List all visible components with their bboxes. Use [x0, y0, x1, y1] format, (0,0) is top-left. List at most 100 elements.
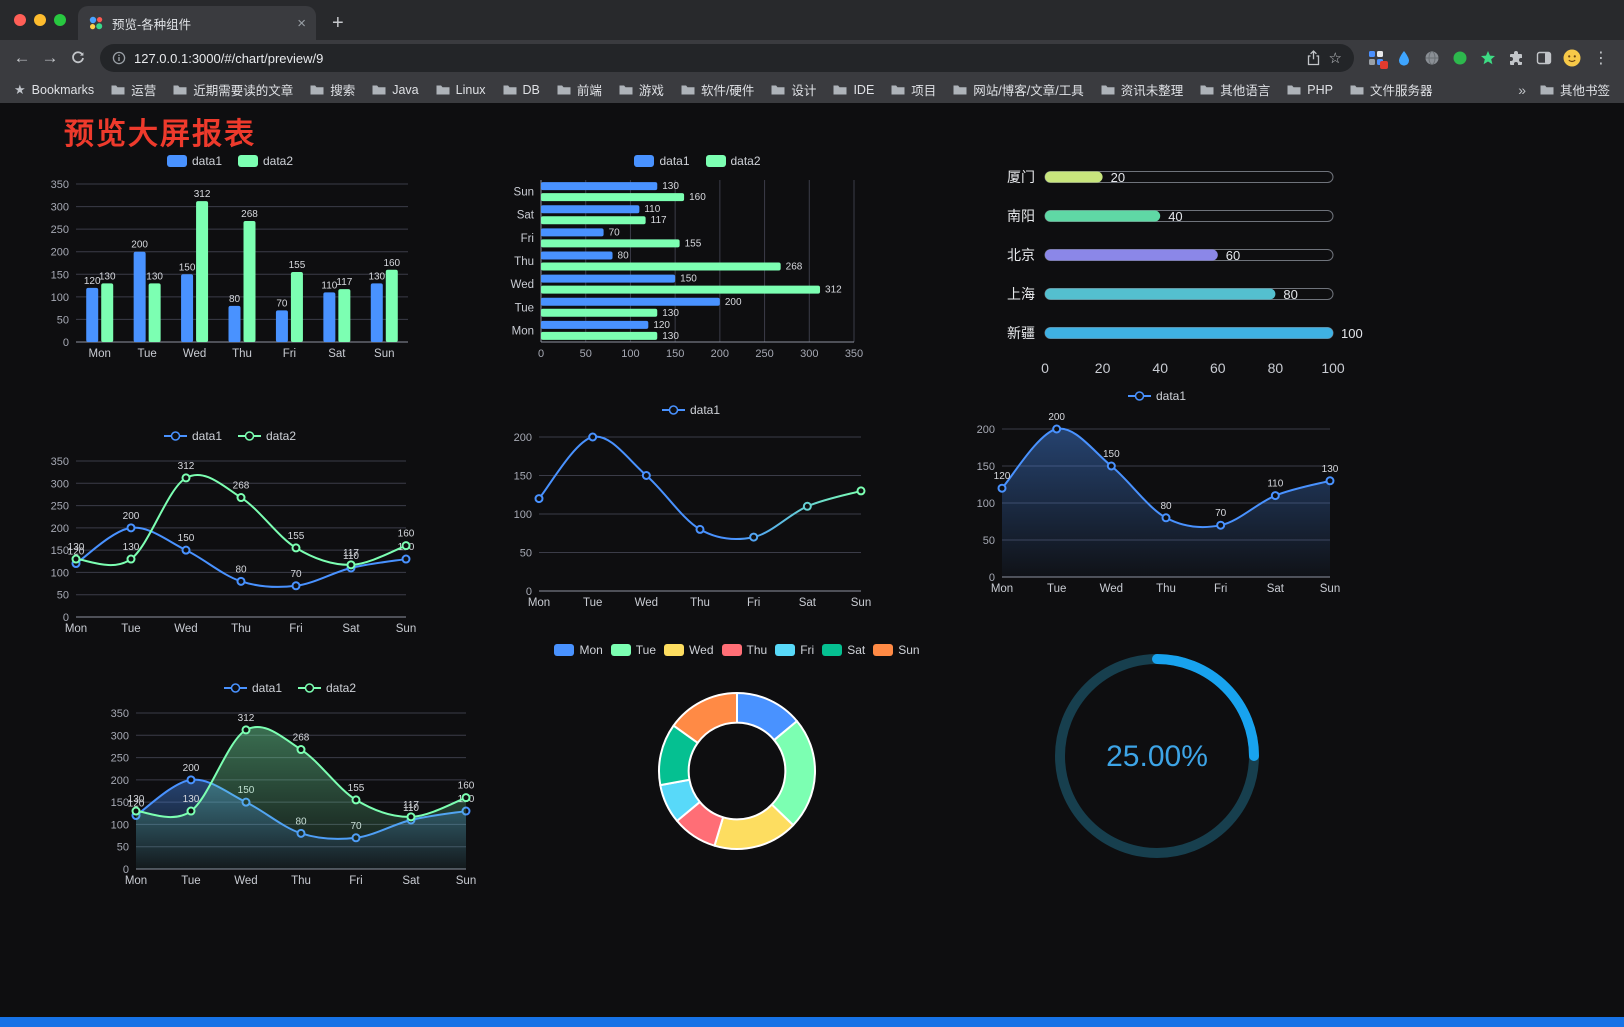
bookmark-folder[interactable]: IDE — [833, 83, 874, 97]
legend-item-data1[interactable]: data1 — [163, 429, 222, 443]
bookmark-label: 运营 — [131, 84, 157, 98]
svg-text:80: 80 — [235, 564, 247, 575]
gauge-chart: 25.00% — [1048, 647, 1266, 865]
extension-green-star-icon[interactable] — [1478, 48, 1498, 68]
fullscreen-window-button[interactable] — [54, 14, 66, 26]
svg-text:300: 300 — [51, 202, 69, 214]
svg-text:350: 350 — [51, 456, 69, 468]
bookmark-folder[interactable]: 文件服务器 — [1350, 80, 1432, 99]
chart-legend: Mon Tue Wed Thu Fri Sat Sun — [554, 639, 920, 661]
svg-text:150: 150 — [178, 533, 195, 544]
svg-text:南阳: 南阳 — [1007, 208, 1035, 224]
legend-item-data2[interactable]: data2 — [238, 429, 296, 443]
svg-text:Mon: Mon — [991, 583, 1013, 595]
svg-text:200: 200 — [131, 240, 148, 251]
bookmark-folder[interactable]: PHP — [1287, 83, 1333, 97]
new-tab-button[interactable]: + — [332, 12, 344, 34]
legend-item-Sun[interactable]: Sun — [873, 643, 920, 657]
svg-text:40: 40 — [1168, 209, 1182, 224]
bookmarks-overflow-chevron[interactable]: » — [1518, 81, 1526, 98]
bookmark-folder[interactable]: 运营 — [111, 80, 156, 99]
legend-label: data1 — [689, 403, 721, 417]
url-text[interactable]: 127.0.0.1:3000/#/chart/preview/9 — [134, 50, 324, 66]
close-window-button[interactable] — [14, 14, 26, 26]
svg-text:300: 300 — [111, 730, 129, 742]
svg-text:117: 117 — [343, 548, 359, 559]
progress-bars-canvas: 厦门 20 南阳 40 北京 60 上海 80 新疆 100 0 20 40 60 80 100 — [1007, 169, 1363, 376]
legend-item-data1[interactable]: data1 — [661, 403, 721, 417]
bookmark-label: 近期需要读的文章 — [193, 84, 294, 98]
menu-kebab-icon[interactable]: ⋮ — [1593, 50, 1609, 67]
svg-text:200: 200 — [123, 511, 140, 522]
line-chart-two-series: data1 data2 0 50 100 150 200 250 300 350 Mon Tue Wed… — [40, 425, 420, 637]
svg-text:Wed: Wed — [511, 279, 534, 291]
extension-globe-icon[interactable] — [1422, 48, 1442, 68]
bookmark-folder[interactable]: 软件/硬件 — [681, 80, 754, 99]
extensions-puzzle-icon[interactable] — [1506, 48, 1526, 68]
other-bookmarks-item[interactable]: 其他书签 — [1540, 80, 1610, 99]
legend-item-Fri[interactable]: Fri — [775, 643, 814, 657]
svg-text:150: 150 — [680, 274, 697, 285]
back-button[interactable]: ← — [13, 48, 31, 67]
page-title: 预览大屏报表 — [64, 118, 256, 151]
extension-green-circle-icon[interactable] — [1450, 48, 1470, 68]
address-bar[interactable]: 127.0.0.1:3000/#/chart/preview/9 ☆ — [100, 44, 1354, 72]
legend-item-data2[interactable]: data2 — [705, 154, 761, 168]
svg-text:110: 110 — [343, 551, 359, 562]
bookmark-folder[interactable]: Java — [372, 83, 419, 97]
bookmark-star-icon[interactable]: ☆ — [1328, 50, 1342, 67]
svg-text:70: 70 — [276, 298, 288, 309]
svg-text:Tue: Tue — [137, 348, 156, 360]
reload-button[interactable] — [64, 44, 92, 72]
svg-text:150: 150 — [666, 348, 684, 360]
side-panel-icon[interactable] — [1534, 48, 1554, 68]
legend-item-data1[interactable]: data1 — [634, 154, 690, 168]
bookmark-folder[interactable]: 资讯未整理 — [1101, 80, 1183, 99]
bookmark-folder[interactable]: 网站/博客/文章/工具 — [953, 80, 1084, 99]
bookmark-folder[interactable]: Linux — [436, 83, 486, 97]
bookmark-folder[interactable]: 近期需要读的文章 — [173, 80, 293, 99]
legend-item-Wed[interactable]: Wed — [664, 643, 714, 657]
legend-item-Thu[interactable]: Thu — [721, 643, 767, 657]
svg-text:155: 155 — [289, 260, 306, 271]
svg-text:Wed: Wed — [174, 623, 197, 635]
bookmark-folder[interactable]: 其他语言 — [1200, 80, 1270, 99]
legend-item-data1[interactable]: data1 — [223, 681, 282, 695]
bookmark-folder[interactable]: DB — [503, 83, 540, 97]
svg-text:50: 50 — [117, 842, 129, 854]
extension-colorful-icon[interactable] — [1366, 48, 1388, 69]
legend-item-Tue[interactable]: Tue — [610, 643, 656, 657]
forward-button[interactable]: → — [41, 48, 59, 67]
legend-item-data2[interactable]: data2 — [238, 154, 293, 168]
legend-item-Mon[interactable]: Mon — [554, 643, 603, 657]
minimize-window-button[interactable] — [34, 14, 46, 26]
bookmark-folder[interactable]: 搜索 — [310, 80, 355, 99]
legend-label: data2 — [326, 681, 357, 695]
folder-icon — [1287, 85, 1301, 94]
bookmark-folder[interactable]: 前端 — [557, 80, 602, 99]
site-info-icon[interactable] — [112, 51, 126, 65]
bar-grouped-canvas: 0 50 100 150 200 250 300 350 Mon Tue Wed Thu Fri Sat S… — [51, 179, 408, 360]
browser-tab[interactable]: 预览-各种组件 × — [78, 6, 316, 40]
svg-text:250: 250 — [51, 501, 69, 513]
svg-text:Mon: Mon — [125, 875, 147, 887]
bookmarks-root-item[interactable]: ★ Bookmarks — [14, 82, 94, 98]
extension-drop-icon[interactable] — [1394, 48, 1414, 68]
bookmark-folder[interactable]: 设计 — [771, 80, 816, 99]
profile-avatar[interactable] — [1562, 48, 1582, 68]
svg-text:117: 117 — [403, 800, 419, 811]
share-icon[interactable] — [1306, 50, 1321, 66]
svg-text:130: 130 — [99, 271, 116, 282]
bookmark-folder[interactable]: 项目 — [891, 80, 936, 99]
bookmark-folder[interactable]: 游戏 — [619, 80, 664, 99]
svg-text:150: 150 — [179, 262, 196, 273]
legend-item-Sat[interactable]: Sat — [822, 643, 865, 657]
legend-item-data1[interactable]: data1 — [1127, 389, 1186, 403]
legend-item-data1[interactable]: data1 — [166, 154, 222, 168]
legend-item-data2[interactable]: data2 — [298, 681, 356, 695]
tab-close-icon[interactable]: × — [297, 14, 306, 32]
svg-text:130: 130 — [146, 271, 163, 282]
svg-text:Sun: Sun — [514, 187, 534, 199]
svg-text:Wed: Wed — [183, 348, 206, 360]
svg-text:Thu: Thu — [514, 256, 534, 268]
